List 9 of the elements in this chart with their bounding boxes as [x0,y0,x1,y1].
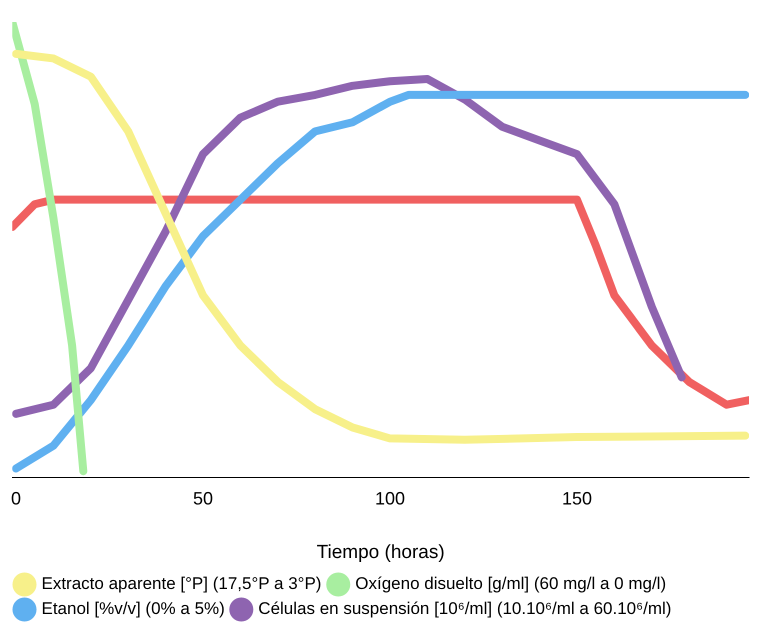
x-tick-label: 100 [374,488,406,508]
legend-label: Células en suspensión [10⁶/ml] (10.10⁶/ml a 60.10⁶/ml) [258,599,672,618]
x-axis-title: Tiempo (horas) [316,542,445,563]
x-tick-label: 0 [11,488,22,508]
x-tick-label: 150 [562,488,592,508]
legend-label: Extracto aparente [°P] (17,5°P a 3°P) [42,574,322,594]
legend-label: Etanol [%v/v] (0% a 5%) [42,599,225,618]
legend-label: Oxígeno disuelto [g/ml] (60 mg/l a 0 mg/l) [355,574,666,594]
x-tick-label: 50 [192,488,214,508]
